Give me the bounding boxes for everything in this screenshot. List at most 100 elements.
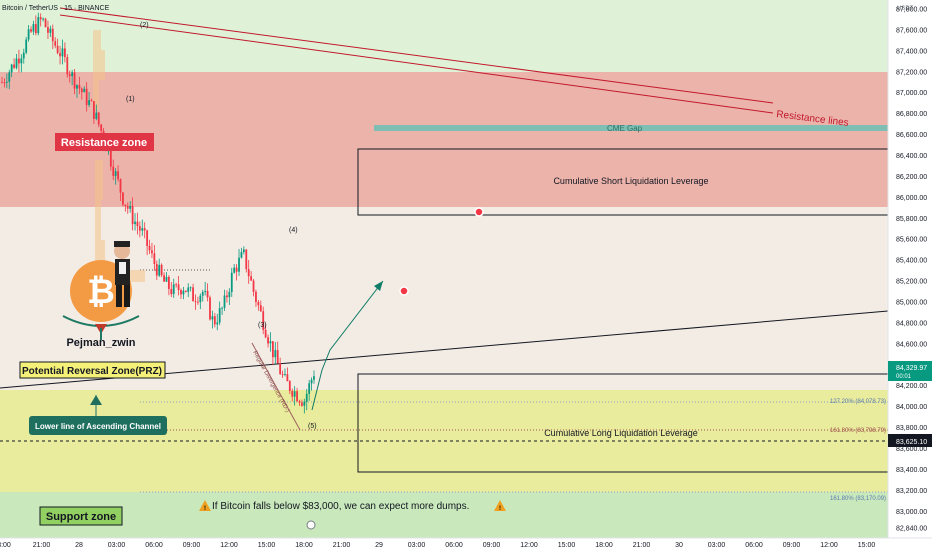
y-tick-label: 86,800.00 <box>896 111 927 118</box>
character-icon <box>114 241 130 307</box>
svg-text:!: ! <box>499 506 501 512</box>
x-tick-label: 03:00 <box>108 542 126 549</box>
candle-body <box>39 17 42 20</box>
candle-body <box>252 280 255 292</box>
candle-body <box>240 252 243 258</box>
x-tick-label: 18:00 <box>295 542 313 549</box>
candle-body <box>165 276 168 282</box>
x-tick-label: 15:00 <box>558 542 576 549</box>
candle-body <box>100 124 103 131</box>
candle-body <box>97 112 100 125</box>
candle-body <box>233 267 236 273</box>
x-tick-label: 21:00 <box>333 542 351 549</box>
author-name: Pejman_zwin <box>66 337 135 349</box>
x-tick-label: 18:00 <box>595 542 613 549</box>
y-tick-label: 85,800.00 <box>896 216 927 223</box>
time-icon[interactable] <box>306 520 316 530</box>
candle-body <box>206 290 209 298</box>
candle-body <box>192 287 194 302</box>
level-price-value: 83,625.10 <box>896 439 927 446</box>
candle-body <box>136 221 139 227</box>
wave-label-3: (3) <box>258 322 267 329</box>
y-tick-label: 84,200.00 <box>896 383 927 390</box>
candle-body <box>5 81 8 83</box>
candle-body <box>213 316 216 325</box>
candle-body <box>88 100 90 105</box>
candle-body <box>37 17 40 34</box>
wave-label-4: (4) <box>289 227 298 234</box>
time-axis[interactable] <box>0 538 932 550</box>
marker-dot-upper[interactable] <box>474 207 484 217</box>
y-tick-label: 83,400.00 <box>896 467 927 474</box>
candle-body <box>180 290 182 295</box>
candle-body <box>49 28 52 33</box>
channel-pointer-arrow <box>90 395 102 405</box>
y-tick-label: 83,000.00 <box>896 509 927 516</box>
candle-body <box>15 58 18 68</box>
candle-body <box>83 88 86 93</box>
candle-body <box>1 82 3 84</box>
candle-body <box>216 322 219 325</box>
candle-body <box>122 192 124 205</box>
candle-body <box>187 287 190 292</box>
candle-body <box>85 88 88 105</box>
candle-body <box>27 29 30 40</box>
marker-dot-middle[interactable] <box>399 286 409 296</box>
candles <box>1 12 315 414</box>
x-tick-label: 29 <box>375 542 383 549</box>
resistance-zone-label: Resistance zone <box>61 137 147 149</box>
candle-body <box>262 311 265 330</box>
long-liquidation-label: Cumulative Long Liquidation Leverage <box>544 428 698 438</box>
candle-body <box>211 316 214 320</box>
candle-body <box>194 301 197 303</box>
candle-body <box>267 337 269 344</box>
candle-body <box>228 291 231 298</box>
candle-body <box>235 267 238 272</box>
candle-body <box>313 376 315 380</box>
candle-body <box>93 101 95 119</box>
candle-body <box>158 264 161 276</box>
countdown-value: 00:01 <box>896 374 912 380</box>
candle-body <box>90 100 93 102</box>
candle-body <box>71 72 74 77</box>
y-tick-label: 83,800.00 <box>896 425 927 432</box>
candle-body <box>20 58 23 64</box>
x-tick-label: 12:00 <box>520 542 538 549</box>
candle-body <box>22 52 25 59</box>
candle-body <box>146 230 149 246</box>
candle-body <box>95 112 98 119</box>
candle-body <box>63 48 66 58</box>
current-price-value: 84,329.97 <box>896 365 927 372</box>
candle-body <box>59 53 61 57</box>
candle-body <box>209 297 211 320</box>
candle-body <box>204 290 207 292</box>
candle-body <box>32 24 35 32</box>
support-zone-label: Support zone <box>46 511 116 523</box>
candle-body <box>259 305 262 312</box>
candle-body <box>201 291 204 296</box>
y-tick-label: 87,800.00 <box>896 7 927 14</box>
x-tick-label: 03:00 <box>708 542 726 549</box>
candle-body <box>10 64 13 73</box>
prz-label: Potential Reversal Zone(PRZ) <box>22 366 162 377</box>
candle-body <box>172 284 175 295</box>
candle-body <box>175 284 178 286</box>
x-axis-ticks: 3:00 21:00 28 03:00 06:00 09:00 12:00 15:00 18:0… <box>0 542 875 549</box>
candle-body <box>223 295 226 308</box>
y-tick-label: 84,000.00 <box>896 404 927 411</box>
resistance-line-upper <box>59 7 774 104</box>
candle-body <box>286 374 289 382</box>
candle-body <box>76 85 78 89</box>
candle-body <box>160 264 163 276</box>
price-axis[interactable] <box>888 0 932 538</box>
candle-body <box>242 249 245 253</box>
candle-body <box>34 24 37 34</box>
candle-body <box>305 393 308 402</box>
projection-arrow <box>311 280 384 411</box>
y-tick-label: 82,840.00 <box>896 526 927 533</box>
candle-body <box>250 276 253 281</box>
candle-body <box>281 374 284 376</box>
candle-body <box>271 341 274 358</box>
warning-icon-right <box>494 500 506 511</box>
